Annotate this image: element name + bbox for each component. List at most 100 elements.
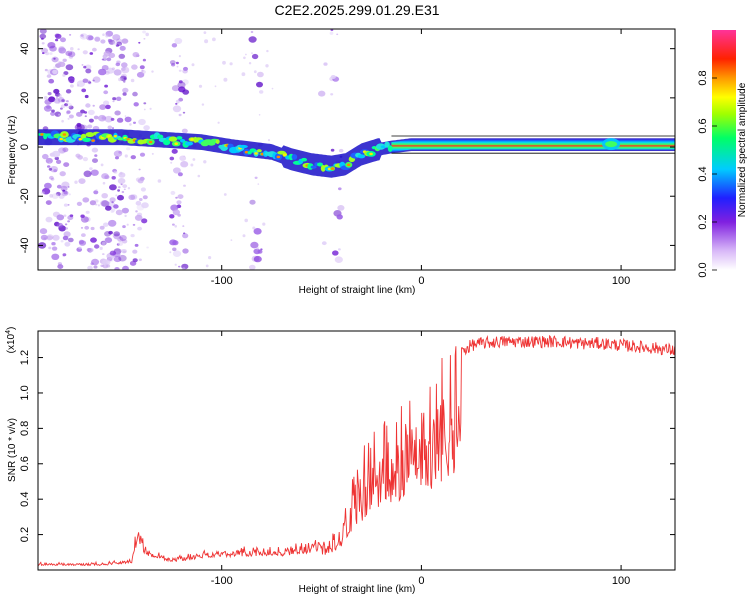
noise-blob (40, 234, 48, 241)
noise-blob (121, 38, 129, 44)
noise-blob (43, 105, 52, 112)
ridge-hotspot (283, 153, 287, 156)
colorbar-label: Normalized spectral amplitude (737, 82, 748, 217)
noise-blob (92, 47, 97, 52)
noise-blob (80, 214, 85, 218)
noise-blob (92, 104, 95, 107)
x-tick-label: 0 (418, 275, 424, 287)
ridge-hotspot (244, 150, 249, 154)
noise-blob (175, 61, 179, 65)
noise-speck (67, 117, 70, 120)
noise-blob (56, 184, 62, 189)
noise-blob (56, 159, 62, 164)
noise-blob (79, 33, 88, 40)
noise-speck (151, 152, 154, 155)
noise-speck (271, 87, 274, 90)
noise-blob (175, 196, 178, 199)
noise-blob (62, 253, 67, 257)
noise-blob (254, 176, 258, 179)
noise-blob (52, 69, 58, 75)
noise-blob (137, 178, 144, 184)
noise-blob (56, 97, 58, 99)
noise-blob (85, 103, 91, 108)
y-tick-label: 40 (19, 43, 31, 55)
x-tick-label: 0 (418, 575, 424, 587)
noise-blob (260, 248, 263, 251)
noise-blob (44, 99, 52, 105)
noise-blob (178, 97, 184, 102)
noise-speck (130, 78, 135, 83)
noise-speck (217, 121, 220, 124)
noise-blob (108, 52, 116, 59)
y-tick-label: 20 (19, 92, 31, 104)
noise-blob (89, 200, 96, 206)
noise-blob (250, 241, 259, 249)
noise-blob (129, 260, 137, 266)
noise-blob (64, 223, 68, 226)
noise-blob (57, 264, 64, 269)
spectrogram-x-label: Height of straight line (km) (299, 285, 416, 296)
noise-blob (141, 70, 144, 72)
colorbar-ticks: 0.0 0.2 0.4 0.6 0.8 (697, 70, 717, 278)
noise-speck (223, 193, 227, 196)
figure-title: C2E2.2025.299.01.29.E31 (274, 2, 439, 18)
noise-blob (87, 81, 92, 85)
noise-blob (60, 185, 68, 192)
noise-speck (203, 31, 207, 34)
noise-blob (90, 237, 97, 243)
noise-blob (67, 220, 70, 223)
ridge-hotspot (276, 155, 281, 159)
noise-blob (68, 193, 71, 196)
noise-blob (62, 147, 69, 153)
noise-blob (251, 53, 259, 60)
ridge-hotspot (330, 167, 335, 170)
noise-blob (47, 92, 52, 96)
noise-blob (119, 45, 126, 51)
noise-blob (118, 254, 127, 262)
spectrogram-frame (37, 28, 676, 271)
noise-blob (173, 167, 181, 174)
noise-blob (107, 256, 114, 262)
noise-blob (68, 114, 74, 119)
noise-speck (198, 84, 203, 88)
noise-blob (60, 104, 66, 109)
noise-blob (111, 208, 116, 212)
noise-blob (177, 81, 186, 89)
noise-speck (251, 52, 253, 54)
spectrogram-x-ticks: -100 0 100 (211, 29, 630, 287)
noise-blob (81, 233, 86, 238)
noise-blob (182, 248, 189, 254)
noise-blob (41, 42, 45, 45)
noise-blob (330, 93, 334, 96)
noise-blob (139, 152, 146, 157)
noise-blob (68, 55, 74, 59)
noise-speck (257, 183, 260, 185)
spectrogram-ridge (38, 129, 675, 178)
noise-speck (82, 36, 85, 39)
noise-blob (92, 76, 101, 83)
ridge-blob (291, 154, 298, 160)
colorbar-gradient (712, 30, 736, 270)
y-tick-label: 0 (19, 144, 31, 150)
noise-blob (108, 219, 117, 227)
noise-speck (124, 115, 127, 117)
noise-blob (169, 214, 175, 219)
noise-blob (44, 182, 52, 189)
noise-blob (113, 170, 118, 174)
noise-speck (70, 47, 74, 51)
noise-blob (182, 89, 190, 95)
noise-blob (183, 184, 186, 187)
noise-blob (130, 155, 136, 160)
noise-blob (84, 115, 87, 118)
noise-blob (330, 29, 334, 32)
noise-blob (88, 109, 95, 116)
noise-blob (169, 60, 176, 65)
noise-blob (116, 117, 124, 123)
spectrogram-y-label: Frequency (Hz) (7, 116, 18, 185)
noise-blob (47, 42, 56, 49)
noise-blob (330, 148, 335, 152)
noise-blob (132, 52, 140, 58)
noise-blob (109, 184, 117, 191)
noise-blob (80, 109, 85, 114)
noise-speck (183, 155, 185, 158)
